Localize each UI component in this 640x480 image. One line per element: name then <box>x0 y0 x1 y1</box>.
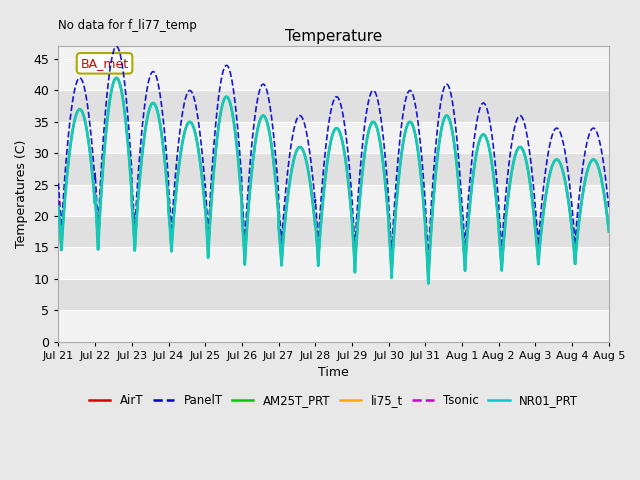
Bar <box>58 216 609 248</box>
Y-axis label: Temperatures (C): Temperatures (C) <box>15 140 28 248</box>
X-axis label: Time: Time <box>318 366 349 379</box>
Bar <box>58 279 609 310</box>
Bar <box>58 153 609 185</box>
Text: No data for f_li77_temp: No data for f_li77_temp <box>58 19 197 32</box>
Bar <box>58 122 609 153</box>
Text: BA_met: BA_met <box>81 57 129 70</box>
Bar <box>58 59 609 90</box>
Bar <box>58 310 609 342</box>
Title: Temperature: Temperature <box>285 29 382 44</box>
Bar <box>58 90 609 122</box>
Legend: AirT, PanelT, AM25T_PRT, li75_t, Tsonic, NR01_PRT: AirT, PanelT, AM25T_PRT, li75_t, Tsonic,… <box>84 389 583 411</box>
Bar <box>58 248 609 279</box>
Bar <box>58 185 609 216</box>
